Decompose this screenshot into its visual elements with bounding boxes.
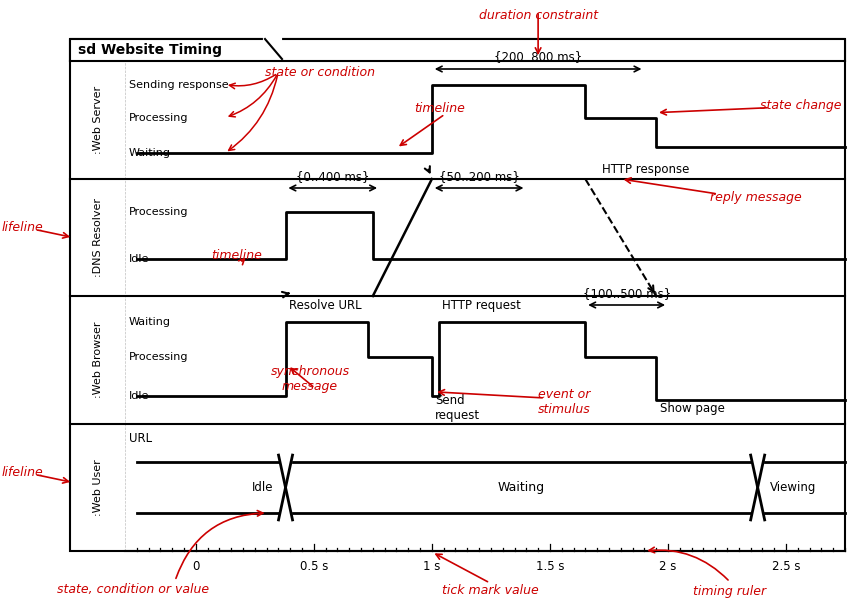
Text: tick mark value: tick mark value <box>442 585 538 597</box>
Text: Idle: Idle <box>129 253 150 264</box>
Text: Processing: Processing <box>129 353 188 362</box>
Text: state change: state change <box>760 99 841 112</box>
Text: Waiting: Waiting <box>129 148 171 158</box>
Text: Waiting: Waiting <box>129 317 171 326</box>
Text: 0.5 s: 0.5 s <box>299 560 328 573</box>
Text: Idle: Idle <box>129 391 150 401</box>
Text: timeline: timeline <box>415 102 465 114</box>
Text: timeline: timeline <box>212 248 262 261</box>
Text: Show page: Show page <box>660 402 725 415</box>
Bar <box>70 39 845 61</box>
Text: HTTP response: HTTP response <box>602 163 689 176</box>
Text: 1 s: 1 s <box>423 560 440 573</box>
Text: sd Website Timing: sd Website Timing <box>78 43 222 57</box>
Text: Waiting: Waiting <box>498 481 545 494</box>
Text: synchronous
message: synchronous message <box>270 365 349 393</box>
Bar <box>70 39 845 551</box>
Text: 1.5 s: 1.5 s <box>536 560 564 573</box>
Text: URL: URL <box>129 432 152 445</box>
Text: 2.5 s: 2.5 s <box>771 560 801 573</box>
Text: :Web Server: :Web Server <box>93 86 103 154</box>
Text: {0..400 ms}: {0..400 ms} <box>296 170 370 183</box>
Text: :Web Browser: :Web Browser <box>93 322 103 398</box>
Text: timing ruler: timing ruler <box>693 585 766 597</box>
Text: Sending response: Sending response <box>129 80 229 90</box>
Text: Processing: Processing <box>129 113 188 122</box>
Text: {50..200 ms}: {50..200 ms} <box>439 170 519 183</box>
Text: state, condition or value: state, condition or value <box>57 582 209 596</box>
Text: :Web User: :Web User <box>93 459 103 516</box>
Text: {200..800 ms}: {200..800 ms} <box>494 50 582 63</box>
Text: Idle: Idle <box>252 481 273 494</box>
Text: duration constraint: duration constraint <box>478 9 598 22</box>
Text: lifeline: lifeline <box>2 221 44 234</box>
Text: {100..500 ms}: {100..500 ms} <box>582 287 671 300</box>
Text: state or condition: state or condition <box>265 66 375 80</box>
Text: HTTP request: HTTP request <box>442 299 521 312</box>
Text: Viewing: Viewing <box>770 481 816 494</box>
Text: :DNS Resolver: :DNS Resolver <box>93 198 103 277</box>
Text: Send
request: Send request <box>435 394 480 422</box>
Text: lifeline: lifeline <box>2 466 44 479</box>
Text: reply message: reply message <box>710 191 802 203</box>
Text: event or
stimulus: event or stimulus <box>538 388 591 416</box>
Text: 2 s: 2 s <box>660 560 677 573</box>
Text: 0: 0 <box>192 560 200 573</box>
Text: Resolve URL: Resolve URL <box>288 299 361 312</box>
Text: Processing: Processing <box>129 207 188 217</box>
